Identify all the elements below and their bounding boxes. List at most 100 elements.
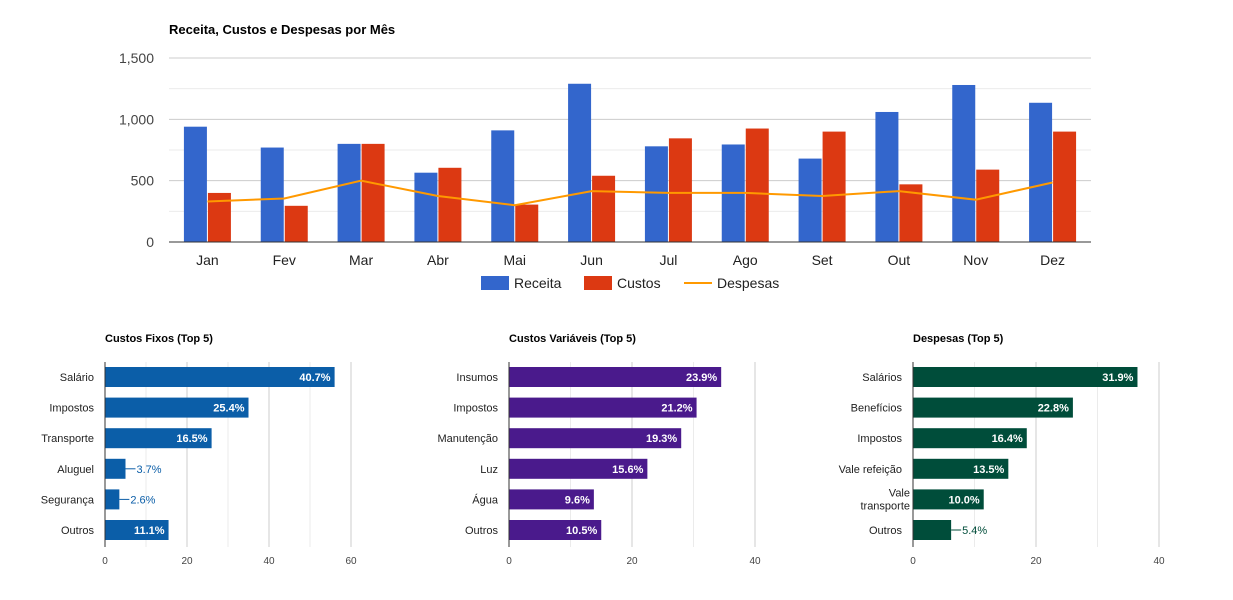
x-category-label: Ago xyxy=(733,252,758,268)
value-label: 13.5% xyxy=(973,464,1004,476)
x-tick-label: 40 xyxy=(749,556,761,567)
x-category-label: Mar xyxy=(349,252,373,268)
x-tick-label: 40 xyxy=(263,556,275,567)
category-label: Insumos xyxy=(456,372,498,384)
legend-label: Receita xyxy=(514,275,562,291)
category-label: Vale refeição xyxy=(839,464,902,476)
value-label: 22.8% xyxy=(1038,403,1069,415)
value-label: 10.5% xyxy=(566,525,597,537)
value-label: 21.2% xyxy=(661,403,692,415)
receita-bar xyxy=(338,144,361,242)
custos-fixos-chart: Custos Fixos (Top 5) 0 20 40 60 Salário 40.7% I… xyxy=(0,300,411,600)
x-category-label: Jan xyxy=(196,252,219,268)
category-label: Salário xyxy=(60,372,94,384)
x-tick-label: 20 xyxy=(1030,556,1042,567)
despesas-chart: Despesas (Top 5) 0 20 40 Salários 31.9% Benefí… xyxy=(808,300,1219,600)
value-label: 5.4% xyxy=(962,525,987,537)
x-tick-label: 0 xyxy=(910,556,916,567)
x-tick-label: 20 xyxy=(626,556,638,567)
x-category-label: Nov xyxy=(963,252,988,268)
custos-bar xyxy=(1053,132,1076,242)
value-label: 3.7% xyxy=(137,464,162,476)
receita-bar xyxy=(645,146,668,242)
legend-swatch xyxy=(481,276,509,290)
x-category-label: Dez xyxy=(1040,252,1065,268)
category-label: Impostos xyxy=(857,433,902,445)
x-category-label: Set xyxy=(812,252,833,268)
custos-variaveis-chart: Custos Variáveis (Top 5) 0 20 40 Insumos 23.9… xyxy=(404,300,815,600)
bar-chart-title: Custos Fixos (Top 5) xyxy=(105,333,213,345)
value-label: 25.4% xyxy=(213,403,244,415)
value-label: 15.6% xyxy=(612,464,643,476)
value-label: 31.9% xyxy=(1102,372,1133,384)
value-label: 19.3% xyxy=(646,433,677,445)
category-label: Aluguel xyxy=(57,464,94,476)
receita-bar xyxy=(799,159,822,242)
receita-bar xyxy=(261,148,284,242)
receita-bar xyxy=(184,127,207,242)
custos-bar xyxy=(515,205,538,242)
category-label: Outros xyxy=(869,525,903,537)
category-label: Luz xyxy=(480,464,498,476)
bar xyxy=(105,489,119,509)
receita-bar xyxy=(568,84,591,242)
bar xyxy=(913,520,951,540)
x-tick-label: 0 xyxy=(506,556,512,567)
value-label: 11.1% xyxy=(134,525,165,537)
x-category-label: Fev xyxy=(273,252,296,268)
x-category-label: Jun xyxy=(580,252,603,268)
custos-bar xyxy=(592,176,615,242)
custos-bar xyxy=(362,144,385,242)
y-tick-label: 500 xyxy=(131,173,155,189)
bar xyxy=(105,459,126,479)
category-label: Segurança xyxy=(41,494,95,506)
bar-chart-title: Custos Variáveis (Top 5) xyxy=(509,333,636,345)
main-chart-title: Receita, Custos e Despesas por Mês xyxy=(169,22,395,37)
category-label: Vale transporte xyxy=(860,487,910,512)
main-chart: Receita, Custos e Despesas por Mês 0 500 1,… xyxy=(0,0,1233,300)
value-label: 16.5% xyxy=(176,433,207,445)
x-tick-label: 60 xyxy=(345,556,357,567)
legend-label: Custos xyxy=(617,275,661,291)
x-tick-label: 20 xyxy=(181,556,193,567)
value-label: 16.4% xyxy=(992,433,1023,445)
value-label: 2.6% xyxy=(130,494,155,506)
despesas-line xyxy=(207,181,1052,206)
custos-bar xyxy=(746,129,769,242)
category-label: Manutenção xyxy=(437,433,498,445)
category-label: Impostos xyxy=(49,403,94,415)
value-label: 9.6% xyxy=(565,494,590,506)
custos-bar xyxy=(976,170,999,242)
receita-bar xyxy=(952,85,975,242)
x-tick-label: 40 xyxy=(1153,556,1165,567)
category-label: Outros xyxy=(465,525,499,537)
y-tick-label: 1,500 xyxy=(119,50,154,66)
receita-bar xyxy=(875,112,898,242)
value-label: 10.0% xyxy=(949,494,980,506)
custos-bar xyxy=(285,206,308,242)
custos-bar xyxy=(438,168,461,242)
category-label: Água xyxy=(472,493,499,506)
legend-label: Despesas xyxy=(717,275,779,291)
receita-bar xyxy=(414,173,437,242)
receita-bar xyxy=(1029,103,1052,242)
x-category-label: Abr xyxy=(427,252,449,268)
value-label: 40.7% xyxy=(299,372,330,384)
receita-bar xyxy=(491,130,514,242)
custos-bar xyxy=(823,132,846,242)
x-category-label: Jul xyxy=(659,252,677,268)
custos-bar xyxy=(669,138,692,242)
x-category-label: Out xyxy=(888,252,911,268)
value-label: 23.9% xyxy=(686,372,717,384)
y-tick-label: 1,000 xyxy=(119,111,154,127)
bar-chart-title: Despesas (Top 5) xyxy=(913,333,1004,345)
category-label: Outros xyxy=(61,525,95,537)
category-label: Transporte xyxy=(41,433,94,445)
category-label: Salários xyxy=(862,372,902,384)
x-tick-label: 0 xyxy=(102,556,108,567)
x-category-label: Mai xyxy=(503,252,526,268)
category-label: Benefícios xyxy=(851,403,903,415)
y-tick-label: 0 xyxy=(146,234,154,250)
legend-swatch xyxy=(584,276,612,290)
